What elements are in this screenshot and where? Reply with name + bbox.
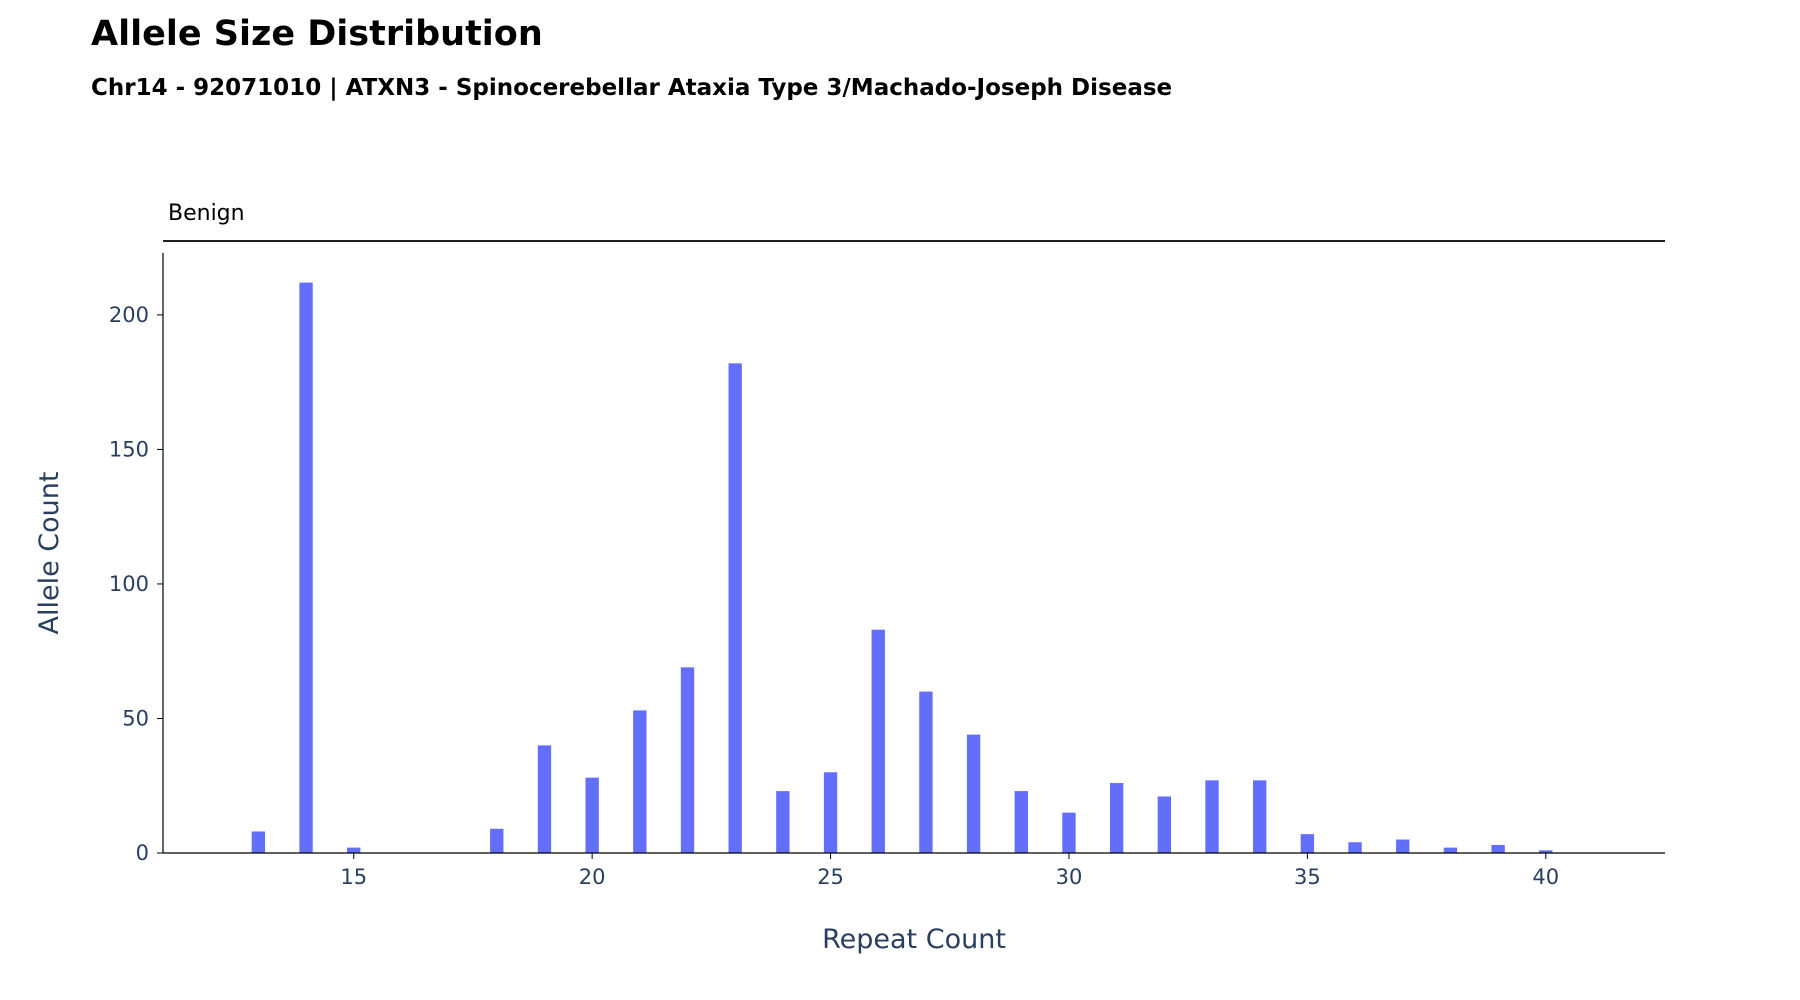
bar-13: [251, 831, 266, 853]
x-axis-title: Repeat Count: [822, 924, 1006, 955]
bar-21: [633, 710, 647, 853]
bar-38: [1443, 847, 1458, 853]
x-tick-label-15: 15: [340, 865, 367, 889]
bar-27: [919, 691, 933, 853]
x-tick-label-30: 30: [1056, 865, 1083, 889]
bar-34: [1253, 780, 1267, 853]
bar-19: [537, 745, 552, 853]
bar-31: [1109, 783, 1124, 853]
bar-32: [1157, 796, 1172, 853]
bar-28: [966, 734, 981, 853]
bar-20: [585, 777, 599, 853]
bar-23: [728, 363, 742, 853]
y-tick-label-100: 100: [109, 572, 149, 596]
bar-35: [1300, 834, 1315, 853]
y-axis-title: Allele Count: [34, 472, 65, 635]
y-tick-label-0: 0: [136, 841, 149, 865]
bar-36: [1348, 842, 1362, 853]
bar-25: [823, 772, 838, 853]
bar-33: [1205, 780, 1219, 853]
y-tick-label-200: 200: [109, 303, 149, 327]
y-tick-label-150: 150: [109, 437, 149, 461]
bar-29: [1014, 791, 1028, 853]
x-tick-label-35: 35: [1294, 865, 1321, 889]
bar-30: [1062, 812, 1076, 853]
chart-subtitle: Chr14 - 92071010 | ATXN3 - Spinocerebell…: [91, 75, 1173, 101]
bar-18: [490, 828, 504, 853]
y-tick-label-50: 50: [122, 706, 149, 730]
bar-14: [299, 282, 313, 853]
bar-26: [871, 629, 885, 853]
x-tick-label-25: 25: [817, 865, 844, 889]
bar-39: [1491, 844, 1505, 853]
bar-22: [680, 667, 695, 853]
chart-title: Allele Size Distribution: [91, 14, 543, 54]
bar-24: [776, 791, 790, 853]
benign-region-label: Benign: [168, 201, 245, 226]
bar-15: [347, 847, 361, 853]
x-tick-label-20: 20: [579, 865, 606, 889]
x-tick-label-40: 40: [1532, 865, 1559, 889]
bar-40: [1539, 850, 1553, 853]
bar-37: [1396, 839, 1410, 853]
